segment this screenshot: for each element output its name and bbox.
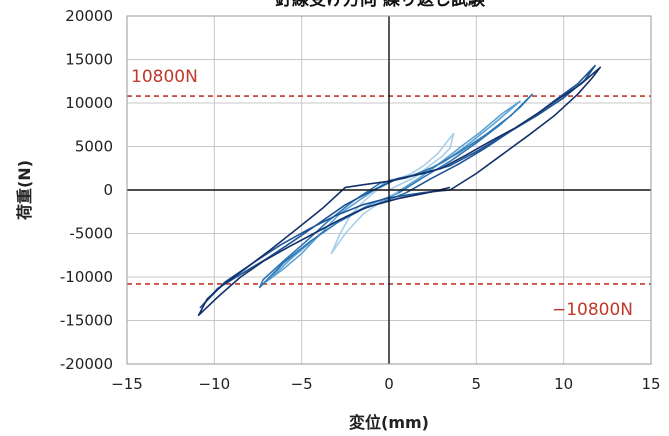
series-line	[197, 66, 602, 317]
reference-line-label: −10800N	[552, 300, 633, 320]
zero-axes	[127, 16, 651, 364]
reference-line-label: 10800N	[131, 67, 198, 87]
y-tick-label: 5000	[75, 138, 113, 156]
y-tick-label: 20000	[65, 7, 113, 25]
plot-frame	[126, 15, 652, 365]
x-tick-label: 0	[384, 375, 394, 393]
x-tick-label: −15	[111, 375, 143, 393]
series-line	[330, 132, 455, 255]
y-tick-label: 15000	[65, 51, 113, 69]
y-axis-label: 荷重(N)	[15, 160, 34, 220]
series-group	[197, 64, 602, 317]
y-tick-label: -10000	[60, 268, 113, 286]
x-tick-labels: −15 −10 −5 0 5 10 15	[111, 375, 660, 393]
chart-title: 釘線受け方向 繰り返し試験	[275, 0, 486, 10]
y-tick-label: -15000	[60, 312, 113, 330]
y-tick-label: 0	[103, 181, 113, 199]
y-tick-label: 10000	[65, 94, 113, 112]
y-tick-label: -20000	[60, 355, 113, 373]
x-tick-label: 15	[641, 375, 660, 393]
y-tick-label: -5000	[69, 225, 113, 243]
x-tick-label: −10	[199, 375, 231, 393]
x-tick-label: −5	[291, 375, 313, 393]
series-line	[265, 100, 521, 283]
x-tick-label: 10	[554, 375, 573, 393]
x-tick-label: 5	[472, 375, 482, 393]
series-line	[199, 64, 596, 309]
y-tick-labels: -20000 -15000 -10000 -5000 0 5000 10000 15000 20…	[60, 7, 113, 373]
x-axis-label: 変位(mm)	[349, 413, 429, 432]
